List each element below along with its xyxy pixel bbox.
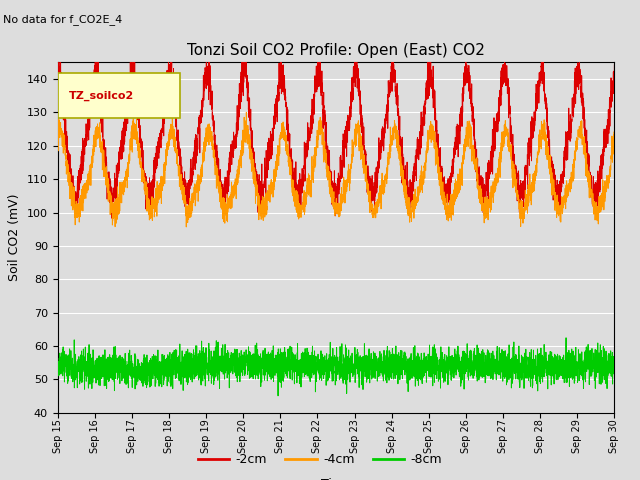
FancyBboxPatch shape — [58, 73, 180, 119]
Legend: -2cm, -4cm, -8cm: -2cm, -4cm, -8cm — [193, 448, 447, 471]
Y-axis label: Soil CO2 (mV): Soil CO2 (mV) — [8, 194, 21, 281]
Title: Tonzi Soil CO2 Profile: Open (East) CO2: Tonzi Soil CO2 Profile: Open (East) CO2 — [187, 44, 485, 59]
Text: No data for f_CO2E_4: No data for f_CO2E_4 — [3, 14, 122, 25]
Text: TZ_soilco2: TZ_soilco2 — [68, 91, 134, 101]
X-axis label: Time: Time — [321, 478, 351, 480]
